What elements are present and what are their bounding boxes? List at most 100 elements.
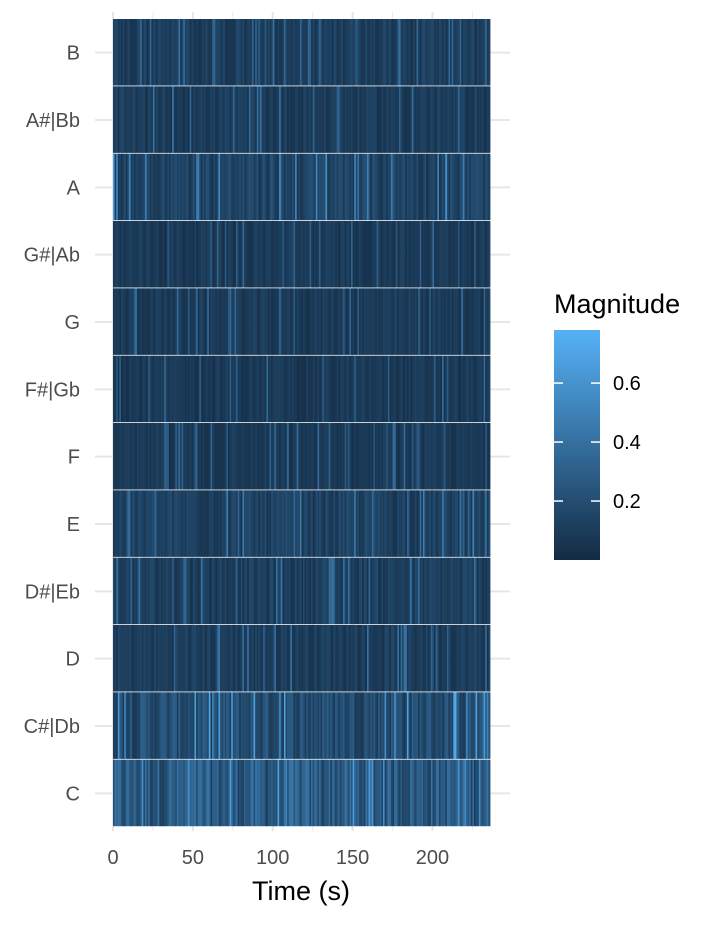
heatmap-cell <box>167 86 170 153</box>
heatmap-cell <box>387 423 390 490</box>
heatmap-cell <box>162 625 165 692</box>
heatmap-cell <box>167 423 170 490</box>
heatmap-cell <box>165 221 168 288</box>
heatmap-cell <box>296 288 299 355</box>
heatmap-cell <box>474 288 477 355</box>
heatmap-cell <box>346 19 349 86</box>
heatmap-cell <box>275 19 278 86</box>
heatmap-cell <box>344 288 347 355</box>
heatmap-cell <box>424 625 427 692</box>
heatmap-cell <box>360 221 363 288</box>
heatmap-cell <box>311 288 314 355</box>
heatmap-cell <box>271 86 274 153</box>
heatmap-cell <box>242 423 245 490</box>
heatmap-cell <box>435 86 438 153</box>
heatmap-cell <box>360 557 363 625</box>
heatmap-cell <box>288 355 291 423</box>
heatmap-cell <box>133 692 136 759</box>
heatmap-cell <box>450 86 453 153</box>
heatmap-cell <box>188 221 191 288</box>
heatmap-cell <box>437 19 440 86</box>
heatmap-cell <box>422 692 425 759</box>
heatmap-cell <box>427 423 430 490</box>
heatmap-cell <box>205 423 208 490</box>
heatmap-cell <box>255 19 258 86</box>
heatmap-cell <box>135 423 138 490</box>
heatmap-cell <box>303 86 306 153</box>
heatmap-cell <box>291 355 294 423</box>
heatmap-cell <box>240 288 243 355</box>
heatmap-cell <box>414 557 417 625</box>
heatmap-cell <box>122 692 125 759</box>
heatmap-cell <box>271 423 274 490</box>
heatmap-cell <box>113 625 115 692</box>
heatmap-cell <box>149 153 152 221</box>
heatmap-cell <box>205 19 208 86</box>
heatmap-cell <box>307 86 310 153</box>
heatmap-cell <box>122 625 125 692</box>
heatmap-cell <box>124 423 127 490</box>
heatmap-cell <box>133 355 136 423</box>
heatmap-cell <box>363 423 366 490</box>
heatmap-cell <box>183 355 186 423</box>
heatmap-cell <box>226 423 229 490</box>
heatmap-cell <box>269 423 272 490</box>
heatmap-cell <box>472 490 475 557</box>
heatmap-cell <box>416 692 419 759</box>
heatmap-cell <box>347 19 350 86</box>
heatmap-cell <box>202 19 205 86</box>
heatmap-cell <box>437 153 440 221</box>
heatmap-cell <box>485 221 488 288</box>
heatmap-cell <box>397 355 400 423</box>
heatmap-cell <box>259 355 262 423</box>
heatmap-cell <box>451 557 454 625</box>
heatmap-cell <box>374 355 377 423</box>
heatmap-cell <box>461 355 464 423</box>
heatmap-cell <box>429 86 432 153</box>
heatmap-cell <box>248 625 251 692</box>
heatmap-cell <box>224 490 227 557</box>
heatmap-cell <box>189 19 192 86</box>
heatmap-cell <box>271 692 274 759</box>
heatmap-cell <box>424 288 427 355</box>
heatmap-cell <box>464 86 467 153</box>
heatmap-cell <box>359 759 362 827</box>
heatmap-cell <box>221 86 224 153</box>
heatmap-cell <box>170 19 173 86</box>
heatmap-cell <box>485 692 488 759</box>
heatmap-cell <box>255 355 258 423</box>
heatmap-cell <box>279 153 282 221</box>
heatmap-cell <box>210 355 213 423</box>
heatmap-cell <box>370 490 373 557</box>
heatmap-cell <box>152 19 155 86</box>
heatmap-cell <box>264 288 267 355</box>
heatmap-cell <box>319 221 322 288</box>
heatmap-cell <box>386 625 389 692</box>
heatmap-cell <box>418 423 421 490</box>
heatmap-cell <box>117 423 120 490</box>
heatmap-cell <box>141 423 144 490</box>
heatmap-cell <box>114 86 117 153</box>
heatmap-cell <box>204 153 207 221</box>
heatmap-cell <box>282 557 285 625</box>
heatmap-cell <box>480 557 483 625</box>
heatmap-cell <box>184 423 187 490</box>
heatmap-cell <box>327 288 330 355</box>
heatmap-cell <box>159 355 162 423</box>
heatmap-cell <box>320 557 323 625</box>
heatmap-cell <box>283 19 286 86</box>
heatmap-cell <box>178 19 181 86</box>
heatmap-cell <box>296 86 299 153</box>
heatmap-cell <box>327 86 330 153</box>
heatmap-cell <box>293 692 296 759</box>
heatmap-cell <box>124 490 127 557</box>
heatmap-cell <box>346 692 349 759</box>
heatmap-cell <box>450 557 453 625</box>
heatmap-cell <box>247 153 250 221</box>
heatmap-cell <box>429 19 432 86</box>
heatmap-cell <box>279 355 282 423</box>
heatmap-cell <box>178 355 181 423</box>
heatmap-cell <box>478 625 481 692</box>
heatmap-cell <box>448 153 451 221</box>
heatmap-cell <box>445 355 448 423</box>
